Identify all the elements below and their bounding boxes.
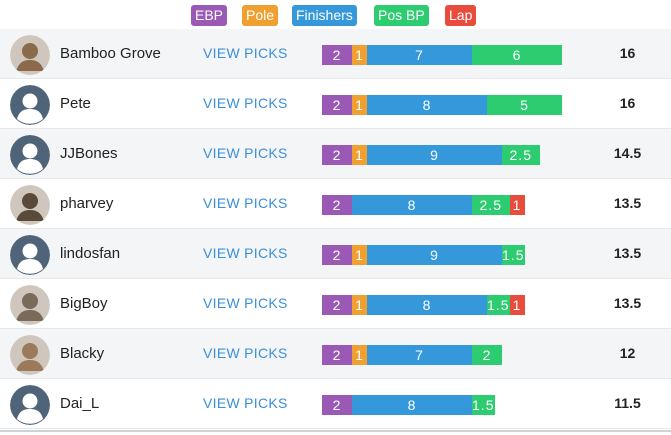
default-user-icon xyxy=(10,135,50,175)
bar-segment-posbp: 2 xyxy=(472,345,502,365)
legend-ebp: EBP xyxy=(191,5,228,26)
user-photo-icon xyxy=(10,35,50,75)
bar-segment-ebp: 2 xyxy=(322,295,352,315)
user-photo-icon xyxy=(10,285,50,325)
avatar xyxy=(10,35,50,75)
bar-segment-finishers: 8 xyxy=(352,195,472,215)
view-picks-link[interactable]: VIEW PICKS xyxy=(203,45,288,61)
total-points: 16 xyxy=(619,95,636,111)
bar-segment-finishers: 8 xyxy=(352,395,472,415)
total-points: 13.5 xyxy=(613,195,642,211)
legend-pos-bp: Pos BP xyxy=(374,5,429,26)
view-picks-link[interactable]: VIEW PICKS xyxy=(203,345,288,361)
bar-segment-posbp: 1.5 xyxy=(472,395,495,415)
bar-segment-pole: 1 xyxy=(352,345,367,365)
table-row: Dai_L VIEW PICKS 2 8 1.5 11.5 xyxy=(0,379,671,429)
total-points: 13.5 xyxy=(613,295,642,311)
legend-finishers: Finishers xyxy=(292,5,357,26)
view-picks-link[interactable]: VIEW PICKS xyxy=(203,145,288,161)
avatar xyxy=(10,335,50,375)
avatar xyxy=(10,385,50,425)
bar-segment-lap: 1 xyxy=(509,295,525,315)
username: Pete xyxy=(60,95,91,112)
username: BigBoy xyxy=(60,295,108,312)
points-bar: 2 1 9 1.5 xyxy=(322,245,525,265)
default-user-icon xyxy=(10,85,50,125)
bar-segment-posbp: 6 xyxy=(472,45,562,65)
table-bottom-border xyxy=(0,430,671,432)
bar-segment-posbp: 2.5 xyxy=(502,145,540,165)
points-bar: 2 1 8 1.5 1 xyxy=(322,295,525,315)
bar-segment-pole: 1 xyxy=(352,95,367,115)
legend-pole: Pole xyxy=(242,5,279,26)
default-user-icon xyxy=(10,385,50,425)
table-row: JJBones VIEW PICKS 2 1 9 2.5 14.5 xyxy=(0,129,671,179)
view-picks-link[interactable]: VIEW PICKS xyxy=(203,245,288,261)
bar-segment-finishers: 8 xyxy=(367,95,487,115)
bar-segment-lap: 1 xyxy=(509,195,525,215)
legend-lap: Lap xyxy=(445,5,477,26)
legend: EBP Pole Finishers Pos BP Lap xyxy=(0,5,671,27)
bar-segment-ebp: 2 xyxy=(322,245,352,265)
view-picks-link[interactable]: VIEW PICKS xyxy=(203,195,288,211)
bar-segment-finishers: 9 xyxy=(367,145,502,165)
username: Blacky xyxy=(60,345,105,362)
bar-segment-posbp: 2.5 xyxy=(472,195,510,215)
total-points: 14.5 xyxy=(613,145,642,161)
bar-segment-posbp: 5 xyxy=(487,95,562,115)
avatar xyxy=(10,285,50,325)
avatar xyxy=(10,85,50,125)
username: Bamboo Grove xyxy=(60,45,161,62)
total-points: 16 xyxy=(619,45,636,61)
bar-segment-ebp: 2 xyxy=(322,345,352,365)
bar-segment-pole: 1 xyxy=(352,45,367,65)
bar-segment-posbp: 1.5 xyxy=(502,245,525,265)
bar-segment-ebp: 2 xyxy=(322,95,352,115)
bar-segment-ebp: 2 xyxy=(322,195,352,215)
avatar xyxy=(10,185,50,225)
table-row: BigBoy VIEW PICKS 2 1 8 1.5 1 13.5 xyxy=(0,279,671,329)
total-points: 11.5 xyxy=(614,395,641,411)
bar-segment-ebp: 2 xyxy=(322,395,352,415)
view-picks-link[interactable]: VIEW PICKS xyxy=(203,95,288,111)
bar-segment-pole: 1 xyxy=(352,245,367,265)
bar-segment-finishers: 8 xyxy=(367,295,487,315)
bar-segment-finishers: 9 xyxy=(367,245,502,265)
user-photo-icon xyxy=(10,335,50,375)
points-bar: 2 8 2.5 1 xyxy=(322,195,525,215)
total-points: 12 xyxy=(619,345,636,361)
view-picks-link[interactable]: VIEW PICKS xyxy=(203,295,288,311)
username: pharvey xyxy=(60,195,114,212)
points-bar: 2 1 9 2.5 xyxy=(322,145,540,165)
avatar xyxy=(10,135,50,175)
bar-segment-finishers: 7 xyxy=(367,345,472,365)
total-points: 13.5 xyxy=(613,245,642,261)
bar-segment-ebp: 2 xyxy=(322,45,352,65)
bar-segment-pole: 1 xyxy=(352,145,367,165)
bar-segment-posbp: 1.5 xyxy=(487,295,510,315)
username: lindosfan xyxy=(60,245,121,262)
bar-segment-finishers: 7 xyxy=(367,45,472,65)
table-row: lindosfan VIEW PICKS 2 1 9 1.5 13.5 xyxy=(0,229,671,279)
table-row: pharvey VIEW PICKS 2 8 2.5 1 13.5 xyxy=(0,179,671,229)
points-bar: 2 8 1.5 xyxy=(322,395,495,415)
user-photo-icon xyxy=(10,185,50,225)
view-picks-link[interactable]: VIEW PICKS xyxy=(203,395,288,411)
default-user-icon xyxy=(10,235,50,275)
username: Dai_L xyxy=(60,395,100,412)
bar-segment-ebp: 2 xyxy=(322,145,352,165)
avatar xyxy=(10,235,50,275)
bar-segment-pole: 1 xyxy=(352,295,367,315)
username: JJBones xyxy=(60,145,118,162)
